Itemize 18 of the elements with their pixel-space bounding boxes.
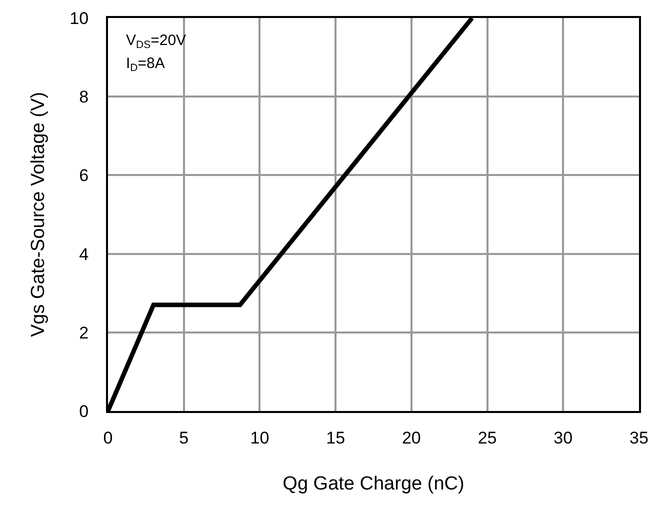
x-axis-title: Qg Gate Charge (nC) bbox=[282, 474, 464, 495]
y-tick-label: 8 bbox=[79, 88, 89, 107]
x-tick-label: 5 bbox=[179, 428, 189, 448]
y-axis-title: Vgs Gate-Source Voltage (V) bbox=[28, 92, 50, 338]
x-tick-label: 25 bbox=[478, 428, 497, 448]
x-tick-label: 20 bbox=[402, 428, 421, 448]
x-tick-label: 30 bbox=[554, 428, 573, 448]
y-tick-label: 10 bbox=[70, 8, 89, 28]
y-tick-label: 6 bbox=[79, 166, 89, 186]
y-tick-label: 2 bbox=[79, 323, 89, 342]
annotation: I$_{D}$=8A bbox=[126, 55, 165, 74]
x-tick-label: 0 bbox=[103, 428, 113, 448]
y-tick-label: 4 bbox=[79, 244, 89, 264]
y-tick-label: 0 bbox=[79, 402, 89, 421]
x-tick-label: 10 bbox=[250, 428, 270, 448]
x-tick-label: 15 bbox=[326, 428, 346, 448]
x-tick-label: 35 bbox=[630, 428, 648, 448]
annotation: V$_{DS}$=20V bbox=[126, 32, 186, 52]
